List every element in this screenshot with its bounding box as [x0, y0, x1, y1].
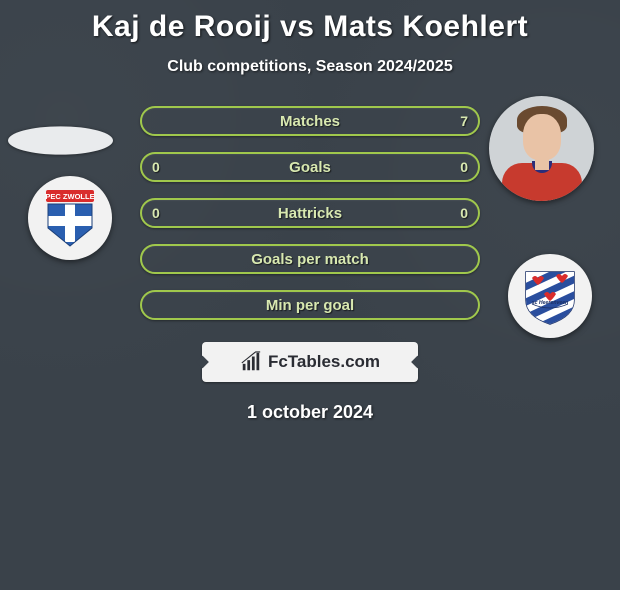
stat-label: Hattricks	[278, 205, 342, 222]
right-club-crest: sc Heerenveen	[508, 254, 592, 338]
svg-text:sc Heerenveen: sc Heerenveen	[532, 300, 569, 306]
left-club-crest: PEC ZWOLLE	[28, 176, 112, 260]
comparison-panel: PEC ZWOLLE	[0, 106, 620, 423]
stat-label: Matches	[280, 113, 340, 130]
stat-right-value: 0	[460, 159, 468, 175]
stat-right-value: 7	[460, 113, 468, 129]
stat-row-goals: 0 Goals 0	[140, 152, 480, 182]
bar-chart-icon	[240, 351, 262, 373]
stat-row-matches: Matches 7	[140, 106, 480, 136]
stat-row-hattricks: 0 Hattricks 0	[140, 198, 480, 228]
heerenveen-logo-icon: sc Heerenveen	[514, 260, 586, 332]
left-player-avatar	[8, 126, 113, 154]
svg-text:PEC ZWOLLE: PEC ZWOLLE	[45, 192, 94, 201]
stat-row-min-per-goal: Min per goal	[140, 290, 480, 320]
stat-left-value: 0	[152, 205, 160, 221]
page-title: Kaj de Rooij vs Mats Koehlert	[0, 10, 620, 44]
avatar-head	[523, 114, 561, 160]
subtitle: Club competitions, Season 2024/2025	[0, 58, 620, 76]
stat-row-goals-per-match: Goals per match	[140, 244, 480, 274]
footer-brand-text: FcTables.com	[268, 352, 380, 372]
stat-left-value: 0	[152, 159, 160, 175]
stat-label: Goals	[289, 159, 331, 176]
footer-brand-badge[interactable]: FcTables.com	[202, 342, 418, 382]
pec-zwolle-logo-icon: PEC ZWOLLE	[34, 182, 106, 254]
page-date: 1 october 2024	[0, 402, 620, 423]
stat-label: Min per goal	[266, 297, 354, 314]
stat-right-value: 0	[460, 205, 468, 221]
right-player-avatar	[489, 96, 594, 201]
stat-rows: Matches 7 0 Goals 0 0 Hattricks 0 Goals …	[140, 106, 480, 320]
stat-label: Goals per match	[251, 251, 369, 268]
